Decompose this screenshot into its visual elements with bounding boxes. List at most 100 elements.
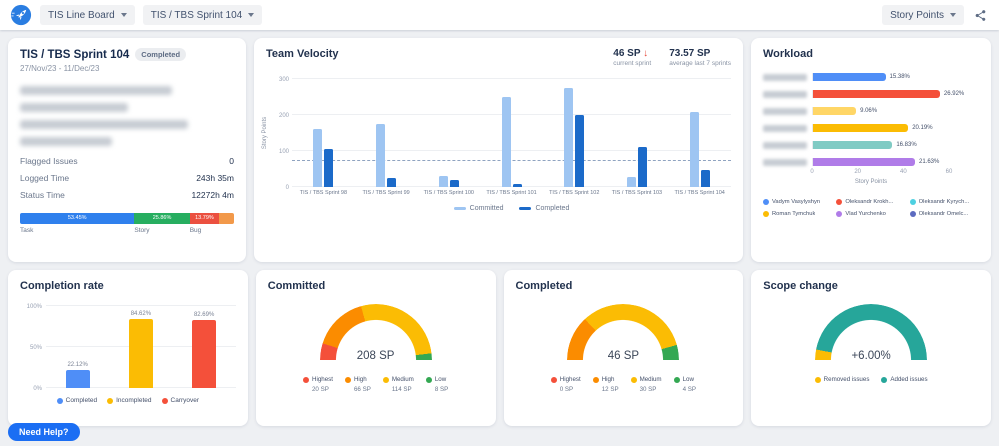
legend-label: Medium xyxy=(639,376,662,383)
chart-legend: Highest 20 SP High 66 SP Medium 114 SP Low 8 SP xyxy=(302,376,449,393)
x-tick-label: TIS / TBS Sprint 103 xyxy=(611,190,663,196)
bar-completed xyxy=(324,149,334,187)
current-sprint-value: 46 SP ↓ xyxy=(613,48,649,59)
legend-swatch xyxy=(453,207,466,210)
unit-select[interactable]: Story Points xyxy=(882,5,964,25)
chart-legend: Committed Completed xyxy=(292,205,731,212)
bar-track: 21.63% xyxy=(812,158,949,166)
y-tick-label: 50% xyxy=(29,345,42,351)
legend-label: Removed issues xyxy=(823,376,870,383)
bar-group: 82.69% xyxy=(192,312,217,388)
gauge: 46 SP xyxy=(567,304,680,362)
stat-row-logged-time: Logged Time 243h 35m xyxy=(20,173,234,183)
legend-dot xyxy=(161,397,168,404)
share-icon[interactable] xyxy=(972,7,989,24)
legend-label: High xyxy=(353,376,367,383)
sprint-select-value: TIS / TBS Sprint 104 xyxy=(150,9,243,21)
legend-label: High xyxy=(601,376,615,383)
legend-dot xyxy=(550,377,557,383)
legend-text: High 12 SP xyxy=(601,376,619,393)
legend-value: 12 SP xyxy=(601,386,619,393)
card-title: Team Velocity xyxy=(266,48,339,60)
legend-dot xyxy=(344,377,351,383)
issue-type-label: Task xyxy=(20,227,34,234)
legend-value: 4 SP xyxy=(682,386,697,393)
average-stat: 73.57 SP average last 7 sprints xyxy=(669,48,731,67)
sprint-stats: Flagged Issues 0 Logged Time 243h 35m St… xyxy=(20,156,234,200)
legend-item: Roman Tymchuk xyxy=(763,211,832,217)
legend-item: Oleksandr Kyrych... xyxy=(909,199,979,205)
bar-track: 15.38% xyxy=(812,73,949,81)
card-title: Completed xyxy=(515,280,573,292)
bar-completed xyxy=(575,115,585,187)
legend-value: 0 SP xyxy=(559,386,574,393)
y-tick-label: 300 xyxy=(278,77,289,83)
chevron-down-icon xyxy=(120,13,127,17)
workload-bar xyxy=(813,107,857,115)
card-title: Workload xyxy=(763,48,813,60)
legend-label: Committed xyxy=(469,205,504,212)
issue-type-labels: Task Story Bug xyxy=(20,227,234,237)
bar-completed xyxy=(387,178,397,187)
legend-label: Oleksandr Omelc... xyxy=(918,211,969,217)
board-select-value: TIS Line Board xyxy=(48,9,115,21)
workload-chart: 15.38% 26.92% 9.06% 20.19% 16.83% 21.63% 0 20 4… xyxy=(763,72,979,217)
sprint-title: TIS / TBS Sprint 104 xyxy=(20,48,130,61)
need-help-button[interactable]: Need Help? xyxy=(8,423,80,441)
legend-label: Incompleted xyxy=(116,397,152,404)
x-tick-label: 60 xyxy=(945,169,953,175)
workload-rows: 15.38% 26.92% 9.06% 20.19% 16.83% 21.63% xyxy=(763,72,979,167)
stat-row-status-time: Status Time 12272h 4m xyxy=(20,190,234,200)
legend-value: 8 SP xyxy=(434,386,449,393)
y-tick-label: 200 xyxy=(278,113,289,119)
workload-card: Workload 15.38% 26.92% 9.06% 20.19% 16.83% 21… xyxy=(751,38,991,262)
x-tick-label: TIS / TBS Sprint 102 xyxy=(549,190,600,196)
legend-label: Low xyxy=(434,376,447,383)
legend-label: Oleksandr Krokh... xyxy=(845,199,894,205)
bar-completed xyxy=(512,184,522,187)
legend-item: Completed xyxy=(519,205,569,212)
legend-dot xyxy=(763,199,769,205)
bar-value-label: 82.69% xyxy=(193,312,215,319)
legend-item: Medium 114 SP xyxy=(382,376,414,393)
completion-rate-card: Completion rate 0% 50% 100% 22.12% 84.62% 82.… xyxy=(8,270,248,426)
x-tick-label: 20 xyxy=(854,169,861,175)
chart-legend: Highest 0 SP High 12 SP Medium 30 SP Low 4 SP xyxy=(550,376,697,393)
legend-dot xyxy=(909,211,916,217)
completion-plot: 0% 50% 100% 22.12% 84.62% 82.69% xyxy=(27,304,236,392)
legend-dot xyxy=(881,377,888,383)
legend-text: Low 8 SP xyxy=(434,376,449,393)
issue-type-segment: 25.86% xyxy=(134,213,190,224)
completion-bar xyxy=(192,320,217,388)
average-value: 73.57 SP xyxy=(669,48,711,59)
velocity-header: Team Velocity 46 SP ↓ current sprint 73.… xyxy=(266,48,731,67)
bar-completed xyxy=(637,147,647,187)
legend-item: Committed xyxy=(453,205,504,212)
board-select[interactable]: TIS Line Board xyxy=(40,5,135,25)
workload-bar xyxy=(813,141,893,149)
legend-item: Completed xyxy=(56,397,97,404)
x-axis-labels: TIS / TBS Sprint 98 TIS / TBS Sprint 99 TI… xyxy=(292,190,731,196)
topbar-right: Story Points xyxy=(882,5,989,25)
bar-group xyxy=(417,79,480,187)
bar-committed xyxy=(501,97,511,187)
app-logo xyxy=(10,4,32,26)
bar-value-label: 26.92% xyxy=(943,91,965,97)
legend-dot xyxy=(836,211,843,217)
unit-select-value: Story Points xyxy=(890,9,944,21)
legend-item: Oleksandr Krokh... xyxy=(836,199,905,205)
issue-type-segment xyxy=(219,213,234,224)
completed-gauge: 46 SP Highest 0 SP High 12 SP Medium 30 SP Low… xyxy=(516,304,732,393)
topbar-left: TIS Line Board TIS / TBS Sprint 104 xyxy=(10,4,263,26)
x-tick-label: TIS / TBS Sprint 104 xyxy=(674,190,725,196)
bar-group: 84.62% xyxy=(128,311,153,388)
legend-text: Added issues xyxy=(890,376,927,383)
workload-row: 9.06% xyxy=(763,106,979,116)
average-line xyxy=(292,159,731,161)
bar-group xyxy=(606,79,669,187)
y-tick-label: 100 xyxy=(278,149,289,155)
chart-legend: Vadym Vasylyshyn Oleksandr Krokh... Oleksa… xyxy=(763,199,979,217)
y-tick-label: 0 xyxy=(285,185,289,191)
sprint-select[interactable]: TIS / TBS Sprint 104 xyxy=(142,5,263,25)
bar-track: 20.19% xyxy=(812,124,949,132)
